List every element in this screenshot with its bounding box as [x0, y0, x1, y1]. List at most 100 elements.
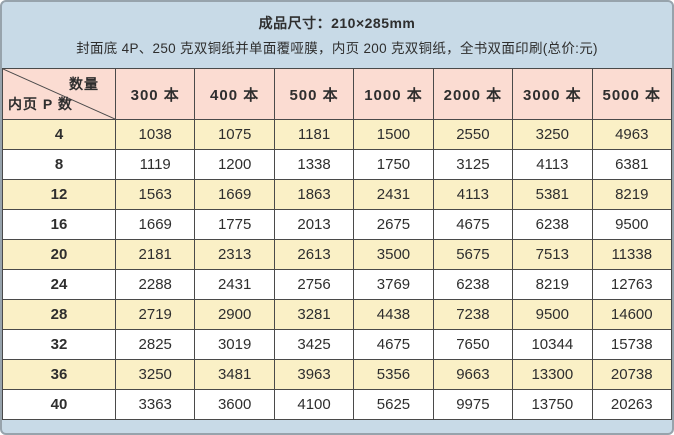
corner-quantity-label: 数量 [69, 76, 99, 92]
price-cell: 2288 [114, 269, 196, 300]
price-cell: 1338 [273, 149, 355, 180]
price-table-body: 4 1038 1075 1181 1500 2550 3250 4963 8 1119 1200 13… [2, 119, 672, 420]
row-pages-label: 40 [2, 389, 116, 420]
price-cell: 3250 [512, 119, 593, 150]
price-cell: 2181 [114, 239, 196, 270]
price-cell: 3281 [273, 299, 355, 330]
price-cell: 8219 [512, 269, 593, 300]
price-cell: 2675 [353, 209, 434, 240]
price-cell: 2013 [273, 209, 355, 240]
price-cell: 1200 [194, 149, 275, 180]
price-cell: 20738 [591, 359, 672, 390]
price-cell: 3600 [194, 389, 275, 420]
row-pages-label: 16 [2, 209, 116, 240]
price-cell: 14600 [591, 299, 672, 330]
price-cell: 13300 [512, 359, 593, 390]
price-cell: 5625 [353, 389, 434, 420]
price-cell: 4113 [512, 149, 593, 180]
table-row: 12 1563 1669 1863 2431 4113 5381 8219 [2, 179, 672, 210]
column-header-quantity: 400 本 [194, 68, 275, 120]
price-cell: 20263 [591, 389, 672, 420]
price-cell: 3019 [194, 329, 275, 360]
price-cell: 2900 [194, 299, 275, 330]
price-cell: 1775 [194, 209, 275, 240]
column-header-quantity: 2000 本 [432, 68, 514, 120]
row-pages-label: 32 [2, 329, 116, 360]
table-row: 36 3250 3481 3963 5356 9663 13300 20738 [2, 359, 672, 390]
price-cell: 2550 [432, 119, 514, 150]
row-pages-label: 8 [2, 149, 116, 180]
row-pages-label: 12 [2, 179, 116, 210]
price-cell: 1119 [114, 149, 196, 180]
row-pages-label: 36 [2, 359, 116, 390]
table-row: 40 3363 3600 4100 5625 9975 13750 20263 [2, 389, 672, 420]
table-row: 24 2288 2431 2756 3769 6238 8219 12763 [2, 269, 672, 300]
column-header-quantity: 500 本 [273, 68, 355, 120]
price-cell: 1075 [194, 119, 275, 150]
sheet-header: 成品尺寸：210×285mm 封面底 4P、250 克双铜纸并单面覆哑膜，内页 … [2, 2, 672, 68]
price-cell: 3125 [432, 149, 514, 180]
table-row: 8 1119 1200 1338 1750 3125 4113 6381 [2, 149, 672, 180]
price-cell: 4675 [432, 209, 514, 240]
price-cell: 2756 [273, 269, 355, 300]
corner-cell: 数量 内页 P 数 [2, 68, 116, 120]
price-cell: 2719 [114, 299, 196, 330]
price-cell: 4675 [353, 329, 434, 360]
price-cell: 9663 [432, 359, 514, 390]
finished-size-text: 成品尺寸：210×285mm [258, 15, 416, 31]
price-cell: 4963 [591, 119, 672, 150]
price-cell: 1181 [273, 119, 355, 150]
price-cell: 7238 [432, 299, 514, 330]
table-row: 20 2181 2313 2613 3500 5675 7513 11338 [2, 239, 672, 270]
price-cell: 7513 [512, 239, 593, 270]
table-row: 16 1669 1775 2013 2675 4675 6238 9500 [2, 209, 672, 240]
price-cell: 1038 [114, 119, 196, 150]
price-cell: 7650 [432, 329, 514, 360]
price-cell: 3500 [353, 239, 434, 270]
price-table: 数量 内页 P 数 300 本 400 本 500 本 1000 本 2000 本 300… [2, 68, 672, 420]
price-cell: 1750 [353, 149, 434, 180]
spec-description-text: 封面底 4P、250 克双铜纸并单面覆哑膜，内页 200 克双铜纸，全书双面印刷… [76, 41, 598, 56]
price-cell: 4100 [273, 389, 355, 420]
price-cell: 3363 [114, 389, 196, 420]
diagonal-divider-line [3, 69, 115, 119]
price-cell: 1669 [194, 179, 275, 210]
price-cell: 6381 [591, 149, 672, 180]
table-row: 28 2719 2900 3281 4438 7238 9500 14600 [2, 299, 672, 330]
price-cell: 3963 [273, 359, 355, 390]
price-cell: 2313 [194, 239, 275, 270]
price-cell: 3425 [273, 329, 355, 360]
price-cell: 10344 [512, 329, 593, 360]
row-pages-label: 4 [2, 119, 116, 150]
header-row: 数量 内页 P 数 300 本 400 本 500 本 1000 本 2000 本 300… [2, 68, 672, 120]
corner-pages-label: 内页 P 数 [8, 96, 73, 112]
row-pages-label: 20 [2, 239, 116, 270]
price-cell: 4113 [432, 179, 514, 210]
price-cell: 8219 [591, 179, 672, 210]
price-cell: 5381 [512, 179, 593, 210]
table-row: 4 1038 1075 1181 1500 2550 3250 4963 [2, 119, 672, 150]
price-cell: 1500 [353, 119, 434, 150]
price-cell: 2431 [353, 179, 434, 210]
column-header-quantity: 3000 本 [512, 68, 593, 120]
price-cell: 2431 [194, 269, 275, 300]
column-header-quantity: 300 本 [114, 68, 196, 120]
price-cell: 2825 [114, 329, 196, 360]
price-cell: 3250 [114, 359, 196, 390]
price-cell: 2613 [273, 239, 355, 270]
price-cell: 3769 [353, 269, 434, 300]
price-cell: 5675 [432, 239, 514, 270]
price-cell: 9975 [432, 389, 514, 420]
price-cell: 12763 [591, 269, 672, 300]
price-cell: 6238 [432, 269, 514, 300]
price-cell: 5356 [353, 359, 434, 390]
table-row: 32 2825 3019 3425 4675 7650 10344 15738 [2, 329, 672, 360]
price-cell: 9500 [512, 299, 593, 330]
price-cell: 1563 [114, 179, 196, 210]
row-pages-label: 24 [2, 269, 116, 300]
price-cell: 1863 [273, 179, 355, 210]
price-cell: 6238 [512, 209, 593, 240]
price-cell: 9500 [591, 209, 672, 240]
price-cell: 15738 [591, 329, 672, 360]
price-cell: 3481 [194, 359, 275, 390]
